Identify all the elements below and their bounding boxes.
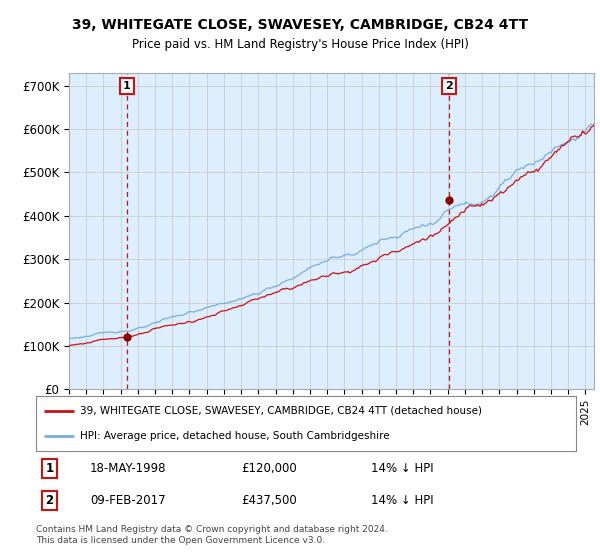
Text: Price paid vs. HM Land Registry's House Price Index (HPI): Price paid vs. HM Land Registry's House … — [131, 38, 469, 52]
Text: 14% ↓ HPI: 14% ↓ HPI — [371, 494, 433, 507]
Text: 1: 1 — [123, 81, 131, 91]
Text: 2: 2 — [445, 81, 453, 91]
Text: 39, WHITEGATE CLOSE, SWAVESEY, CAMBRIDGE, CB24 4TT: 39, WHITEGATE CLOSE, SWAVESEY, CAMBRIDGE… — [72, 17, 528, 31]
Text: HPI: Average price, detached house, South Cambridgeshire: HPI: Average price, detached house, Sout… — [80, 431, 390, 441]
Text: 2: 2 — [46, 494, 53, 507]
Text: 18-MAY-1998: 18-MAY-1998 — [90, 462, 167, 475]
Text: 39, WHITEGATE CLOSE, SWAVESEY, CAMBRIDGE, CB24 4TT (detached house): 39, WHITEGATE CLOSE, SWAVESEY, CAMBRIDGE… — [80, 406, 482, 416]
Text: £437,500: £437,500 — [241, 494, 297, 507]
Text: £120,000: £120,000 — [241, 462, 297, 475]
Text: 1: 1 — [46, 462, 53, 475]
Text: 09-FEB-2017: 09-FEB-2017 — [90, 494, 166, 507]
Text: 14% ↓ HPI: 14% ↓ HPI — [371, 462, 433, 475]
Text: Contains HM Land Registry data © Crown copyright and database right 2024.
This d: Contains HM Land Registry data © Crown c… — [36, 525, 388, 545]
